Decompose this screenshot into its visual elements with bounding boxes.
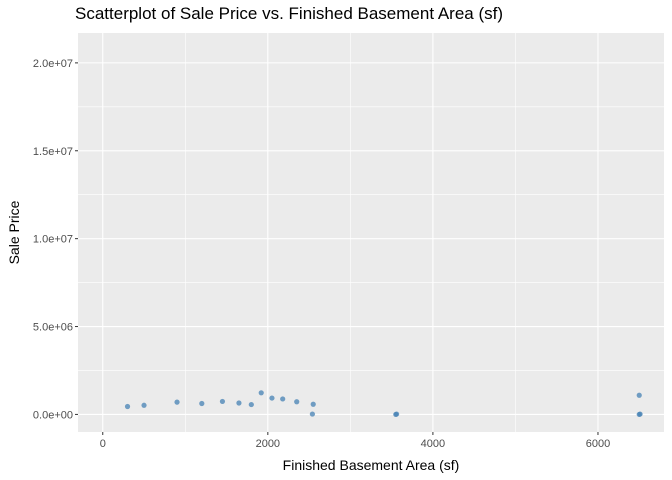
data-points	[124, 390, 643, 418]
y-axis-title: Sale Price	[6, 200, 22, 264]
data-point	[199, 400, 205, 407]
data-point	[141, 402, 147, 408]
y-axis-ticks: 0.0e+00 5.0e+06 1.0e+07 1.5e+07 2.0e+07	[33, 58, 78, 421]
data-point	[174, 399, 180, 405]
y-tick-label: 0.0e+00	[33, 409, 73, 421]
data-point	[258, 390, 264, 396]
data-point	[248, 401, 254, 408]
y-tick-label: 1.0e+07	[33, 234, 73, 246]
data-point	[236, 400, 242, 406]
data-point	[294, 399, 300, 405]
data-point	[636, 392, 642, 398]
chart-title: Scatterplot of Sale Price vs. Finished B…	[75, 4, 504, 23]
data-point	[309, 411, 315, 417]
data-point	[310, 401, 316, 407]
x-tick-label: 0	[100, 438, 106, 450]
data-point	[124, 403, 131, 410]
data-point	[280, 396, 286, 402]
x-tick-label: 6000	[586, 438, 610, 450]
y-tick-label: 1.5e+07	[33, 146, 73, 158]
x-tick-label: 2000	[256, 438, 280, 450]
x-tick-label: 4000	[421, 438, 445, 450]
x-axis-title: Finished Basement Area (sf)	[283, 457, 460, 473]
minor-gridlines	[78, 33, 664, 432]
y-tick-label: 5.0e+06	[33, 322, 73, 334]
data-point	[269, 395, 275, 401]
x-axis-ticks: 0 2000 4000 6000	[100, 432, 610, 450]
major-gridlines	[78, 33, 664, 432]
y-tick-label: 2.0e+07	[33, 58, 73, 70]
data-point	[393, 411, 400, 417]
data-point	[637, 411, 643, 417]
plot-panel	[78, 33, 664, 432]
data-point	[219, 398, 226, 405]
